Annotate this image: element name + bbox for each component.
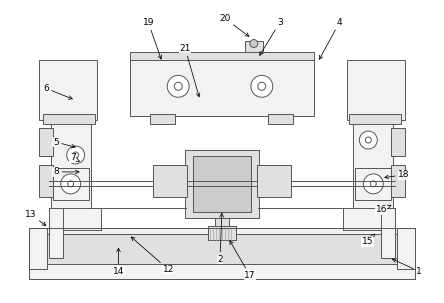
Bar bbox=[39, 128, 53, 156]
Bar bbox=[193, 156, 251, 212]
Bar bbox=[49, 208, 100, 230]
Bar bbox=[131, 58, 313, 116]
Text: 3: 3 bbox=[260, 18, 283, 55]
Bar bbox=[381, 208, 395, 258]
Bar bbox=[347, 60, 405, 120]
Bar bbox=[29, 265, 415, 279]
Bar bbox=[257, 165, 291, 197]
Bar bbox=[46, 234, 398, 273]
Bar bbox=[397, 228, 415, 269]
Bar bbox=[344, 208, 395, 230]
Bar bbox=[353, 118, 393, 213]
Bar bbox=[39, 165, 53, 197]
Bar bbox=[215, 218, 229, 228]
Circle shape bbox=[251, 75, 273, 97]
Bar bbox=[349, 114, 401, 124]
Text: 8: 8 bbox=[53, 167, 79, 176]
Bar bbox=[245, 41, 263, 52]
Bar bbox=[391, 128, 405, 156]
Text: 6: 6 bbox=[43, 84, 72, 99]
Bar bbox=[51, 118, 91, 213]
Text: 14: 14 bbox=[113, 248, 124, 276]
Text: 19: 19 bbox=[143, 18, 162, 59]
Bar bbox=[268, 114, 293, 124]
Text: 5: 5 bbox=[53, 138, 75, 148]
Bar bbox=[131, 52, 313, 60]
Bar bbox=[49, 208, 63, 258]
Text: 2: 2 bbox=[217, 213, 223, 264]
Text: 21: 21 bbox=[179, 44, 200, 97]
Bar bbox=[208, 228, 236, 240]
Circle shape bbox=[359, 131, 377, 149]
Text: 15: 15 bbox=[361, 234, 375, 246]
Bar bbox=[29, 228, 47, 269]
Text: 4: 4 bbox=[319, 18, 342, 59]
Bar bbox=[29, 228, 415, 279]
Bar bbox=[43, 114, 95, 124]
Bar bbox=[208, 226, 236, 240]
Bar bbox=[39, 60, 97, 120]
Circle shape bbox=[67, 146, 85, 164]
Text: 17: 17 bbox=[230, 241, 256, 280]
Bar bbox=[53, 168, 89, 200]
Text: 18: 18 bbox=[385, 170, 410, 179]
Bar bbox=[355, 168, 391, 200]
Circle shape bbox=[250, 39, 258, 48]
Bar bbox=[153, 165, 187, 197]
Bar bbox=[151, 114, 175, 124]
Circle shape bbox=[61, 174, 81, 194]
Text: 13: 13 bbox=[25, 210, 46, 225]
Text: 16: 16 bbox=[376, 205, 391, 214]
Text: 7: 7 bbox=[70, 154, 79, 162]
Bar bbox=[391, 165, 405, 197]
Text: 1: 1 bbox=[392, 259, 422, 276]
Circle shape bbox=[363, 174, 383, 194]
Circle shape bbox=[167, 75, 189, 97]
Text: 20: 20 bbox=[219, 14, 249, 36]
Text: 12: 12 bbox=[131, 237, 174, 274]
Bar bbox=[185, 150, 259, 218]
